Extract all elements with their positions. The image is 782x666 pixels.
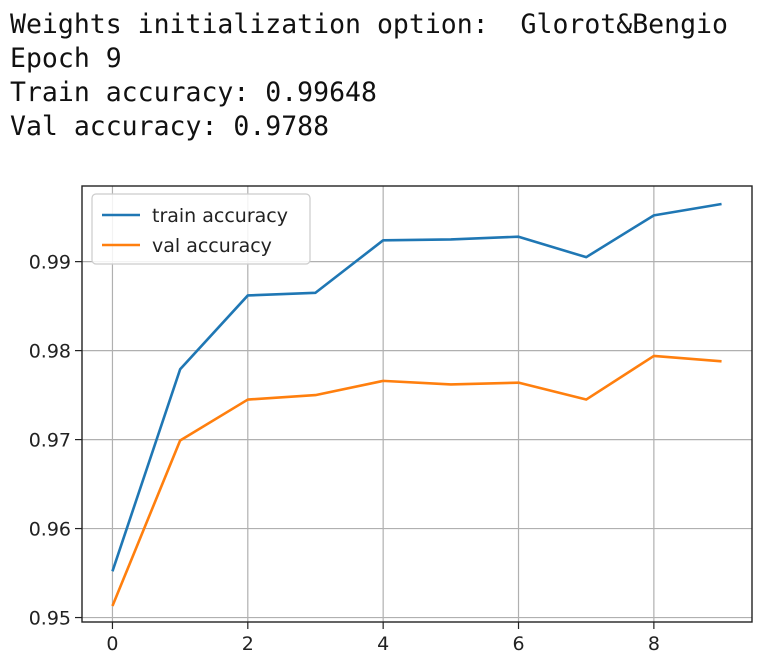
- console-output: Weights initialization option: Glorot&Be…: [10, 8, 778, 144]
- tick-layer: 0 2 4 6 8 0.95 0.96 0.97 0.98 0.99: [29, 252, 660, 655]
- epoch-line: Epoch 9: [10, 43, 122, 74]
- legend-label-1: val accuracy: [152, 235, 272, 257]
- legend: train accuracy val accuracy: [91, 193, 311, 265]
- y-tick-label: 0.99: [29, 252, 71, 274]
- accuracy-chart-svg: 0 2 4 6 8 0.95 0.96 0.97 0.98 0.99 train accuracy…: [29, 185, 753, 655]
- accuracy-chart: 0 2 4 6 8 0.95 0.96 0.97 0.98 0.99 train accuracy…: [0, 170, 782, 666]
- x-tick-label: 4: [377, 633, 389, 655]
- series-line-1: [111, 354, 722, 607]
- val-accuracy-line: Val accuracy: 0.9788: [10, 111, 330, 142]
- y-tick-label: 0.96: [29, 519, 71, 541]
- plot-frame: [81, 185, 753, 623]
- x-tick-label: 0: [106, 633, 118, 655]
- y-tick-label: 0.98: [29, 341, 71, 363]
- weights-init-line: Weights initialization option: Glorot&Be…: [10, 9, 728, 40]
- series-line-0: [111, 202, 722, 572]
- legend-label-0: train accuracy: [152, 205, 288, 227]
- y-tick-label: 0.97: [29, 430, 71, 452]
- x-tick-label: 6: [512, 633, 524, 655]
- legend-box: [91, 193, 311, 265]
- train-accuracy-line: Train accuracy: 0.99648: [10, 77, 377, 108]
- y-tick-label: 0.95: [29, 608, 71, 630]
- series-layer: [111, 202, 722, 607]
- x-tick-label: 8: [648, 633, 660, 655]
- x-tick-label: 2: [242, 633, 254, 655]
